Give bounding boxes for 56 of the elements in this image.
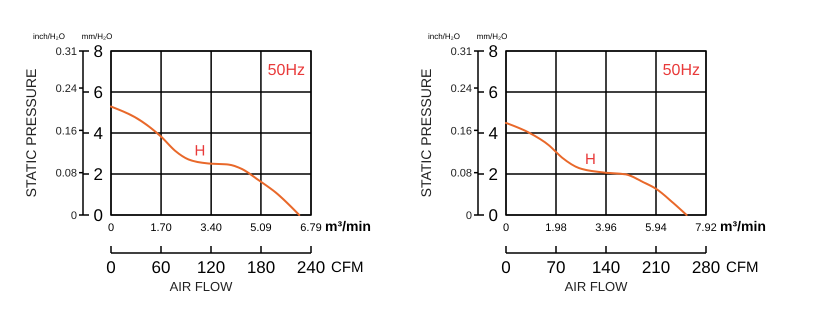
x-tick-label: 0 <box>108 222 114 234</box>
y-axis-title: mm/H₂O <box>476 32 508 41</box>
x-axis-title: AIR FLOW <box>564 279 628 294</box>
x-tick-label: 1.98 <box>545 222 567 234</box>
y2-tick-label: 0 <box>70 210 77 222</box>
x2-tick-label: 0 <box>106 258 116 277</box>
y2-tick-label: 0.16 <box>56 125 77 138</box>
x-tick-label: 3.40 <box>200 222 222 234</box>
line-series <box>110 106 300 216</box>
x-tick-label: 3.96 <box>595 222 617 234</box>
x2-tick-label: 60 <box>152 258 170 277</box>
y-tick-label: 8 <box>94 42 103 61</box>
y2-axis-title: inch/H₂O <box>428 32 460 41</box>
y-tick-label: 4 <box>488 124 498 143</box>
x-axis-title: AIR FLOW <box>170 279 234 294</box>
x2-tick-label: 210 <box>642 258 670 277</box>
annotation: 50Hz <box>268 62 305 79</box>
y2-tick-label: 0 <box>466 210 472 222</box>
x-tick-label: 0 <box>502 222 510 234</box>
y-tick-label: 4 <box>94 124 103 143</box>
series-label: H <box>194 142 206 160</box>
y2-tick-label: 0.08 <box>450 168 472 180</box>
y2-tick-label: 0.31 <box>56 46 77 58</box>
y-tick-label: 2 <box>94 165 103 184</box>
text: m³/min <box>325 218 371 234</box>
y2-tick-label: 0.08 <box>56 168 77 180</box>
x2-tick-label: 140 <box>592 258 620 277</box>
x2-tick-label: 280 <box>692 258 720 277</box>
y2-axis-title: inch/H₂O <box>32 32 66 41</box>
y-axis-title: mm/H₂O <box>82 32 112 41</box>
x-tick-label: 5.09 <box>250 222 272 234</box>
x2-tick-label: 0 <box>501 258 511 277</box>
y2-tick-label: 0.24 <box>56 83 77 96</box>
text: m³/min <box>720 218 766 234</box>
y-tick-label: 8 <box>488 42 498 61</box>
annotation: 50Hz <box>662 62 700 79</box>
x-tick-label: 1.70 <box>150 222 172 234</box>
line-series <box>505 122 688 216</box>
x2-axis-title: CFM <box>331 259 364 276</box>
x2-tick-label: 120 <box>196 258 226 277</box>
x-tick-label: 6.79 <box>300 222 322 234</box>
series-label: H <box>584 151 596 168</box>
x2-axis-title: CFM <box>726 259 758 276</box>
x-tick-label: 5.94 <box>645 222 667 234</box>
y2-tick-label: 0.31 <box>450 46 472 58</box>
y-tick-label: 6 <box>488 83 498 102</box>
x2-tick-label: 240 <box>296 258 326 277</box>
y2-tick-label: 0.24 <box>450 83 472 96</box>
text: STATIC PRESSURE <box>23 68 39 198</box>
y-tick-label: 2 <box>488 165 498 184</box>
text: STATIC PRESSURE <box>418 68 434 198</box>
x2-tick-label: 70 <box>546 258 566 277</box>
y-tick-label: 6 <box>94 83 103 102</box>
x-tick-label: 7.92 <box>695 222 717 234</box>
x2-tick-label: 180 <box>246 258 276 277</box>
y2-tick-label: 0.16 <box>450 125 472 138</box>
